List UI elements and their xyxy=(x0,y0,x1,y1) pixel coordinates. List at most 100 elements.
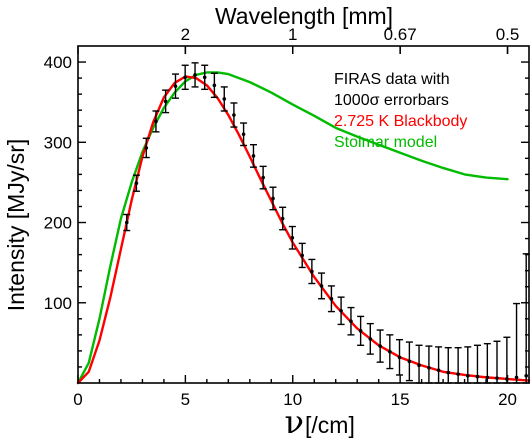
firas-data-point xyxy=(485,375,490,380)
firas-data-point xyxy=(173,84,178,88)
firas-data-point xyxy=(134,181,139,186)
firas-errorbar xyxy=(201,64,209,91)
firas-data-point xyxy=(436,368,441,372)
firas-data-point xyxy=(456,372,460,376)
firas-errorbar xyxy=(279,206,287,231)
firas-data-point xyxy=(524,373,529,378)
firas-errorbar xyxy=(415,344,423,384)
series-line-stolmar-model xyxy=(76,71,509,385)
y-tick-label: 100 xyxy=(44,294,72,313)
firas-errorbar xyxy=(318,272,326,300)
firas-data-point xyxy=(407,359,412,364)
x-axis-title: ν [/cm] xyxy=(285,403,355,441)
legend-entry: 2.725 K Blackbody xyxy=(334,113,467,130)
firas-errorbar xyxy=(405,341,413,382)
firas-data-point xyxy=(339,308,343,313)
firas-errorbar xyxy=(395,338,403,376)
firas-data-point xyxy=(163,99,168,104)
top-axis-title: Wavelength [mm] xyxy=(215,3,393,29)
firas-data-point xyxy=(329,296,334,301)
firas-data-point xyxy=(427,365,431,370)
firas-errorbar xyxy=(152,110,160,133)
firas-data-point xyxy=(446,370,451,375)
x-tick-label: 20 xyxy=(498,390,517,409)
firas-data-point xyxy=(212,83,217,88)
firas-data-point xyxy=(397,355,402,360)
firas-errorbar xyxy=(288,225,296,250)
top-axis-tick-label: 1 xyxy=(288,25,297,44)
firas-errorbar xyxy=(386,334,394,370)
firas-data-point xyxy=(368,337,373,341)
x-tick-label: 5 xyxy=(181,390,190,409)
firas-errorbar xyxy=(308,258,316,285)
firas-errorbar xyxy=(210,72,218,99)
firas-data-point xyxy=(319,284,324,288)
firas-errorbar xyxy=(327,285,335,313)
firas-errorbar xyxy=(298,242,306,269)
x-axis-title-unit: [/cm] xyxy=(305,412,355,438)
firas-errorbar xyxy=(376,329,384,363)
top-axis-tick-label: 2 xyxy=(181,25,190,44)
firas-errorbar xyxy=(493,340,501,384)
y-axis-title: Intensity [MJy/sr] xyxy=(3,139,29,312)
firas-data-point xyxy=(310,269,314,274)
firas-errorbar xyxy=(172,73,180,99)
firas-data-point xyxy=(241,132,246,137)
firas-errorbar xyxy=(162,89,170,114)
top-axis-tick-label: 0.67 xyxy=(384,25,417,44)
x-tick-label: 15 xyxy=(391,390,410,409)
firas-data-point xyxy=(280,216,285,221)
firas-data-point xyxy=(124,220,129,225)
firas-data-point xyxy=(222,97,227,101)
firas-data-point xyxy=(144,146,149,150)
firas-errorbar xyxy=(269,186,277,211)
y-tick-label: 400 xyxy=(44,53,72,72)
firas-data-point xyxy=(349,319,353,324)
top-axis-tick-label: 0.5 xyxy=(496,25,520,44)
legend-entry: FIRAS data with xyxy=(334,71,450,88)
firas-errorbar xyxy=(435,346,443,384)
firas-data-point xyxy=(193,73,197,77)
firas-data-point xyxy=(378,344,382,348)
x-tick-label: 0 xyxy=(73,390,82,409)
firas-errorbar xyxy=(464,346,472,384)
firas-data-point xyxy=(232,113,236,117)
firas-data-point xyxy=(358,329,363,333)
firas-errorbar xyxy=(454,346,462,384)
firas-errorbar xyxy=(337,296,345,326)
firas-errorbar xyxy=(357,315,365,346)
firas-data-point xyxy=(388,349,392,354)
firas-data-point xyxy=(417,363,421,368)
firas-data-point xyxy=(495,376,499,380)
firas-data-point xyxy=(465,373,470,378)
plot-frame xyxy=(77,45,530,384)
firas-errorbar xyxy=(444,346,452,384)
firas-errorbar xyxy=(366,322,374,355)
firas-data-point xyxy=(251,154,256,158)
firas-data-point xyxy=(290,235,295,240)
firas-errorbar xyxy=(249,143,257,168)
firas-errorbar xyxy=(191,62,199,88)
legend-entry: Stolmar model xyxy=(334,134,437,151)
legend-entry: 1000σ errorbars xyxy=(334,92,449,109)
firas-errorbar xyxy=(181,64,189,91)
firas-errorbar xyxy=(513,302,521,384)
firas-data-point xyxy=(202,75,207,80)
firas-errorbar xyxy=(132,174,140,192)
firas-data-point xyxy=(514,375,519,380)
firas-errorbar xyxy=(220,86,228,112)
firas-data-point xyxy=(475,374,480,379)
firas-errorbar xyxy=(347,306,355,336)
y-tick-label: 300 xyxy=(44,133,72,152)
firas-errorbar xyxy=(259,165,267,190)
firas-data-point xyxy=(183,75,187,80)
x-tick-label: 10 xyxy=(283,390,302,409)
firas-errorbar xyxy=(230,102,238,128)
firas-data-point xyxy=(154,119,158,124)
firas-data-point xyxy=(261,175,265,180)
firas-errorbar xyxy=(240,122,248,147)
firas-data-point xyxy=(300,253,305,258)
firas-errorbar xyxy=(123,213,131,232)
